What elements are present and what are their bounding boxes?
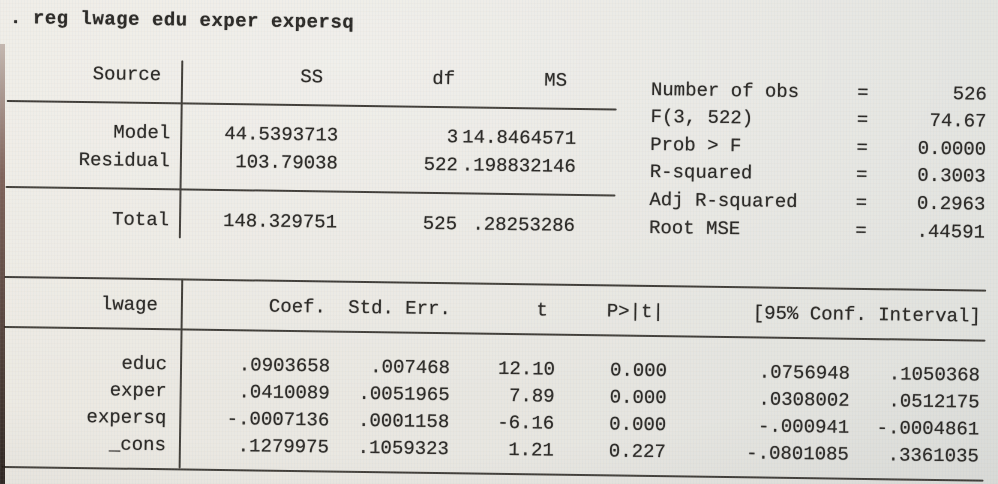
coef-cell-stderr: .0001158 — [357, 409, 450, 434]
anova-cell-source: Model — [113, 121, 171, 145]
anova-cell-ss: 44.5393713 — [224, 123, 339, 147]
coef-cell-p: 0.227 — [608, 440, 667, 464]
stat-value: 0.2963 — [916, 192, 986, 216]
stat-label: Number of obs — [650, 78, 800, 104]
coef-cell-ci-high: -.0004861 — [876, 417, 980, 441]
stat-value: 0.0000 — [917, 137, 987, 161]
stat-r-squared: R-squared = 0.3003 — [650, 161, 986, 189]
column-gap — [166, 407, 187, 430]
coef-header-row: lwage Coef. Std. Err. t P>|t| [95% Conf.… — [4, 292, 981, 329]
anova-rule-header — [6, 99, 617, 111]
equals-sign: = — [855, 219, 867, 242]
coef-cell-var: exper — [109, 379, 167, 403]
column-gap — [167, 380, 188, 403]
coef-cell-t: 12.10 — [497, 357, 556, 381]
equals-sign: = — [856, 108, 869, 131]
coef-cell-t: 1.21 — [508, 439, 555, 462]
coef-cell-coef: .1279975 — [237, 435, 330, 459]
coef-header-ci: [95% Conf. Interval] — [752, 302, 981, 328]
coef-cell-ci-low: -.0801085 — [746, 442, 850, 466]
coef-cell-p: 0.000 — [609, 359, 668, 383]
anova-cell-df: 522 — [423, 153, 459, 177]
coef-cell-p: 0.000 — [609, 413, 667, 437]
column-gap — [166, 434, 187, 457]
anova-header-df: df — [432, 67, 456, 91]
stat-label: Adj R-squared — [649, 188, 798, 214]
stat-value: 0.3003 — [917, 164, 986, 188]
coef-cell-coef: .0903658 — [238, 354, 331, 378]
coef-cell-stderr: .0051965 — [358, 382, 450, 407]
equals-sign: = — [855, 163, 868, 186]
stat-f: F(3, 522) = 74.67 — [650, 106, 986, 134]
command-text: reg lwage edu exper expersq — [32, 7, 355, 34]
coef-cell-coef: -.0007136 — [226, 408, 330, 432]
anova-cell-source: Residual — [78, 148, 171, 173]
stat-label: R-squared — [649, 160, 753, 185]
anova-row-residual: Residual 103.79038 522 .198832146 — [6, 148, 576, 179]
anova-cell-ms: .198832146 — [461, 154, 577, 178]
stat-root-mse: Root MSE = .44591 — [649, 217, 985, 245]
stat-label: F(3, 522) — [650, 105, 754, 130]
coef-rule-header — [3, 325, 986, 342]
anova-header-source: Source — [92, 63, 162, 87]
coef-header-p: P>|t| — [606, 300, 664, 324]
stat-value: 526 — [952, 83, 988, 106]
coef-cell-ci-high: .1050368 — [888, 363, 981, 387]
coef-cell-stderr: .007468 — [370, 356, 451, 380]
stat-adj-r-squared: Adj R-squared = 0.2963 — [649, 189, 985, 217]
coef-cell-t: 7.89 — [508, 385, 555, 408]
anova-cell-ss: 103.79038 — [235, 151, 339, 175]
coef-cell-var: educ — [121, 352, 168, 376]
equals-sign: = — [855, 191, 868, 214]
coef-cell-ci-low: .0756948 — [758, 361, 851, 385]
equals-sign: = — [857, 81, 869, 104]
anova-cell-source: Total — [111, 208, 170, 232]
anova-header-ms: MS — [544, 69, 568, 92]
coef-cell-ci-low: .0308002 — [758, 388, 850, 412]
coef-header-coef: Coef. — [268, 295, 327, 319]
column-gap — [168, 294, 189, 317]
anova-header-row: Source SS df MS — [7, 62, 577, 93]
anova-rule-total — [5, 185, 616, 197]
screen-edge — [0, 44, 5, 484]
coef-header-depvar: lwage — [100, 293, 159, 317]
stat-label: Root MSE — [648, 216, 741, 241]
anova-cell-ms: .28253286 — [472, 213, 576, 237]
anova-cell-ms: 14.8464571 — [462, 126, 577, 150]
coef-rule-top — [4, 275, 987, 292]
coef-cell-ci-high: .3361035 — [887, 444, 980, 468]
anova-header-ss: SS — [300, 66, 324, 89]
equals-sign: = — [856, 136, 869, 159]
stat-value: 74.67 — [929, 109, 987, 133]
coef-header-t: t — [536, 299, 549, 322]
coef-rule-bottom — [1, 465, 984, 482]
column-gap — [167, 353, 188, 376]
stat-number-of-obs: Number of obs = 526 — [651, 79, 987, 107]
anova-cell-df: 525 — [422, 212, 458, 236]
stat-value: .44591 — [916, 220, 986, 244]
coef-cell-p: 0.000 — [609, 386, 667, 410]
stat-label: Prob > F — [650, 133, 742, 158]
command-line: . reg lwage edu exper expersq — [10, 7, 355, 35]
anova-cell-ss: 148.329751 — [222, 209, 338, 234]
coef-cell-coef: .0410089 — [238, 381, 330, 405]
stat-prob-f: Prob > F = 0.0000 — [650, 134, 986, 162]
coef-cell-t: -6.16 — [497, 411, 555, 435]
anova-cell-df: 3 — [446, 126, 459, 149]
coef-header-stderr: Std. Err. — [348, 296, 452, 321]
coef-cell-ci-low: -.000941 — [757, 415, 850, 439]
coef-cell-var: _cons — [108, 433, 167, 457]
anova-row-total: Total 148.329751 525 .28253286 — [5, 207, 575, 238]
coef-cell-var: expersq — [86, 406, 167, 430]
anova-row-model: Model 44.5393713 3 14.8464571 — [6, 120, 576, 151]
coef-cell-ci-high: .0512175 — [888, 390, 980, 414]
command-prompt: . — [9, 7, 22, 30]
coef-cell-stderr: .1059323 — [357, 436, 450, 461]
